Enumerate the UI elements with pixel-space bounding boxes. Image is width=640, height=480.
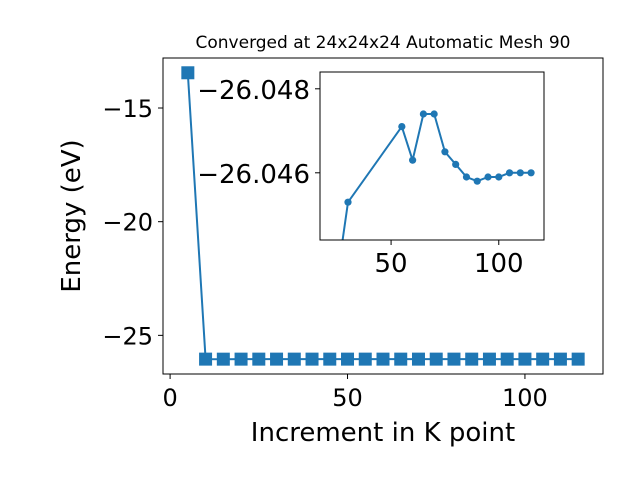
main-data-point xyxy=(270,352,284,366)
inset-axes-frame xyxy=(319,71,545,241)
main-data-point xyxy=(465,352,479,366)
main-data-point xyxy=(518,352,532,366)
main-data-point xyxy=(429,352,443,366)
main-data-point xyxy=(199,352,213,366)
main-plot-area: −15 −20 −25 0 50 100 xyxy=(102,57,604,412)
main-data-point xyxy=(411,352,425,366)
main-x-tick-label: 0 xyxy=(162,384,177,412)
inset-data-point xyxy=(409,156,417,164)
inset-background xyxy=(320,72,544,240)
main-x-tick-label: 100 xyxy=(502,384,548,412)
main-y-axis-ticks: −15 −20 −25 xyxy=(102,95,163,350)
main-data-point xyxy=(358,352,372,366)
main-data-point xyxy=(341,352,355,366)
inset-data-point xyxy=(527,169,535,177)
inset-data-point xyxy=(398,123,406,131)
main-data-point xyxy=(216,352,230,366)
main-data-point xyxy=(234,352,248,366)
main-y-tick-label: −20 xyxy=(102,209,153,237)
main-data-point xyxy=(323,352,337,366)
main-data-point xyxy=(500,352,514,366)
inset-x-tick-label: 50 xyxy=(375,249,408,279)
main-y-tick-label: −15 xyxy=(102,95,153,123)
main-x-tick-label: 50 xyxy=(332,384,363,412)
inset-data-point xyxy=(505,169,514,177)
main-data-point xyxy=(536,352,550,366)
inset-y-tick-label: −26.046 xyxy=(197,160,310,190)
inset-data-point xyxy=(473,177,481,185)
inset-data-point xyxy=(441,148,449,156)
inset-data-point xyxy=(516,169,524,177)
main-series-markers xyxy=(181,66,585,366)
inset-data-point xyxy=(430,110,438,118)
main-data-point xyxy=(553,352,567,366)
inset-x-tick-label: 100 xyxy=(474,249,524,279)
inset-data-point xyxy=(419,110,427,118)
inset-data-point xyxy=(495,173,503,181)
inset-data-point xyxy=(462,173,471,181)
main-data-point xyxy=(287,352,301,366)
inset-data-point xyxy=(484,173,492,181)
main-data-point xyxy=(376,352,390,366)
main-data-point xyxy=(181,66,195,80)
x-axis-label: Increment in K point xyxy=(251,418,515,448)
inset-data-point xyxy=(452,160,460,168)
inset-y-tick-label: −26.048 xyxy=(197,76,310,106)
inset-y-axis-ticks: −26.048 −26.046 xyxy=(197,76,320,190)
main-data-point xyxy=(252,352,266,366)
inset-series-markers xyxy=(344,110,535,206)
main-data-point xyxy=(305,352,319,366)
main-data-point xyxy=(571,352,585,366)
main-data-point xyxy=(482,352,496,366)
main-y-tick-label: −25 xyxy=(102,322,153,350)
inset-x-axis-ticks: 50 100 xyxy=(375,240,524,279)
main-axes-frame xyxy=(162,57,604,375)
inset-plot-area: 50 100 −26.048 −26.046 xyxy=(197,71,545,279)
y-axis-label: Energy (eV) xyxy=(57,139,87,292)
main-x-axis-ticks: 0 50 100 xyxy=(162,374,548,412)
chart-title: Converged at 24x24x24 Automatic Mesh 90 xyxy=(196,33,571,53)
main-data-point xyxy=(394,352,408,366)
main-data-point xyxy=(447,352,461,366)
inset-data-point xyxy=(344,198,352,206)
